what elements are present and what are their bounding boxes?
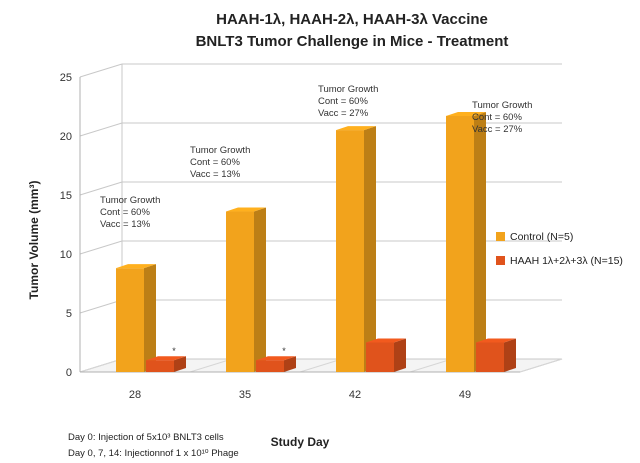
bar-control-35-top — [226, 207, 266, 212]
footnote-2: Day 0, 7, 14: Injectionnof 1 x 10¹⁰ Phag… — [68, 448, 239, 459]
grid-line-side — [79, 240, 123, 255]
annotation-1-line: Cont = 60% — [100, 207, 150, 218]
bar-vaccine-28-side — [174, 356, 186, 372]
bar-control-42 — [336, 126, 376, 372]
bar-control-28 — [116, 264, 156, 372]
bar-vaccine-28-front — [146, 360, 174, 372]
y-axis-label: Tumor Volume (mm³) — [27, 181, 41, 300]
y-tick-label: 0 — [66, 367, 72, 379]
bar-vaccine-49-side — [504, 338, 516, 372]
annotation-4-line: Tumor Growth — [472, 100, 532, 111]
floor-divider — [519, 358, 563, 373]
bar-vaccine-42-side — [394, 338, 406, 372]
floor-divider — [409, 358, 453, 373]
bar-control-28-front — [116, 268, 144, 372]
bar-vaccine-35 — [256, 356, 296, 372]
x-tick-label: 35 — [239, 389, 251, 401]
floor-divider — [299, 358, 343, 373]
x-tick-label: 42 — [349, 389, 361, 401]
bar-vaccine-35-top — [256, 356, 296, 361]
legend-swatch — [496, 256, 505, 265]
bar-vaccine-28-top — [146, 356, 186, 361]
annotation-1-line: Tumor Growth — [100, 195, 160, 206]
bar-control-49 — [446, 111, 486, 372]
grid-line-side — [79, 122, 123, 137]
bar-control-28-top — [116, 264, 156, 269]
chart-title: HAAH-1λ, HAAH-2λ, HAAH-3λ Vaccine — [216, 11, 488, 28]
bar-control-28-side — [144, 264, 156, 372]
y-tick-label: 10 — [60, 249, 72, 261]
bar-vaccine-42-front — [366, 342, 394, 372]
annotation-2-line: Vacc = 13% — [190, 169, 241, 180]
grid-line-side — [79, 299, 123, 314]
x-tick-label: 49 — [459, 389, 471, 401]
legend: Control (N=5) HAAH 1λ+2λ+3λ (N=15) — [496, 231, 623, 267]
bar-vaccine-49-top — [476, 338, 516, 343]
annotation-2-line: Tumor Growth — [190, 145, 250, 156]
y-tick-label: 25 — [60, 72, 72, 84]
bar-vaccine-49-front — [476, 342, 504, 372]
y-tick-label: 5 — [66, 308, 72, 320]
legend-swatch — [496, 232, 505, 241]
y-tick-label: 20 — [60, 131, 72, 143]
bar-vaccine-42-top — [366, 338, 406, 343]
x-axis-label: Study Day — [271, 435, 330, 449]
legend-entry: Control (N=5) — [510, 231, 573, 243]
floor-divider — [189, 358, 233, 373]
bar-vaccine-35-side — [284, 356, 296, 372]
bar-control-49-side — [474, 111, 486, 372]
bars — [116, 111, 516, 372]
x-tick-label: 28 — [129, 389, 141, 401]
bar-vaccine-28 — [146, 356, 186, 372]
bar-control-49-front — [446, 115, 474, 372]
bar-control-42-side — [364, 126, 376, 372]
footnote-1: Day 0: Injection of 5x10³ BNLT3 cells — [68, 432, 224, 443]
bar-control-35 — [226, 207, 266, 372]
bar-control-42-front — [336, 130, 364, 372]
significance-star: * — [282, 346, 286, 356]
annotation-1-line: Vacc = 13% — [100, 219, 151, 230]
floor-divider — [79, 358, 123, 373]
annotation-2-line: Cont = 60% — [190, 157, 240, 168]
annotation-3-line: Vacc = 27% — [318, 108, 369, 119]
annotation-4-line: Vacc = 27% — [472, 124, 523, 135]
annotation-3-line: Tumor Growth — [318, 84, 378, 95]
bar-vaccine-35-front — [256, 360, 284, 372]
bar-control-35-side — [254, 207, 266, 372]
grid-line-side — [79, 63, 123, 78]
annotation-3-line: Cont = 60% — [318, 96, 368, 107]
chart-subtitle: BNLT3 Tumor Challenge in Mice - Treatmen… — [196, 33, 509, 50]
bar-vaccine-42 — [366, 338, 406, 372]
y-tick-label: 15 — [60, 190, 72, 202]
legend-entry: HAAH 1λ+2λ+3λ (N=15) — [510, 255, 623, 267]
grid-line-side — [79, 181, 123, 196]
bar-control-49-top — [446, 111, 486, 116]
annotation-4-line: Cont = 60% — [472, 112, 522, 123]
bar-control-42-top — [336, 126, 376, 131]
bar-vaccine-49 — [476, 338, 516, 372]
significance-star: * — [172, 346, 176, 356]
bar-control-35-front — [226, 211, 254, 372]
